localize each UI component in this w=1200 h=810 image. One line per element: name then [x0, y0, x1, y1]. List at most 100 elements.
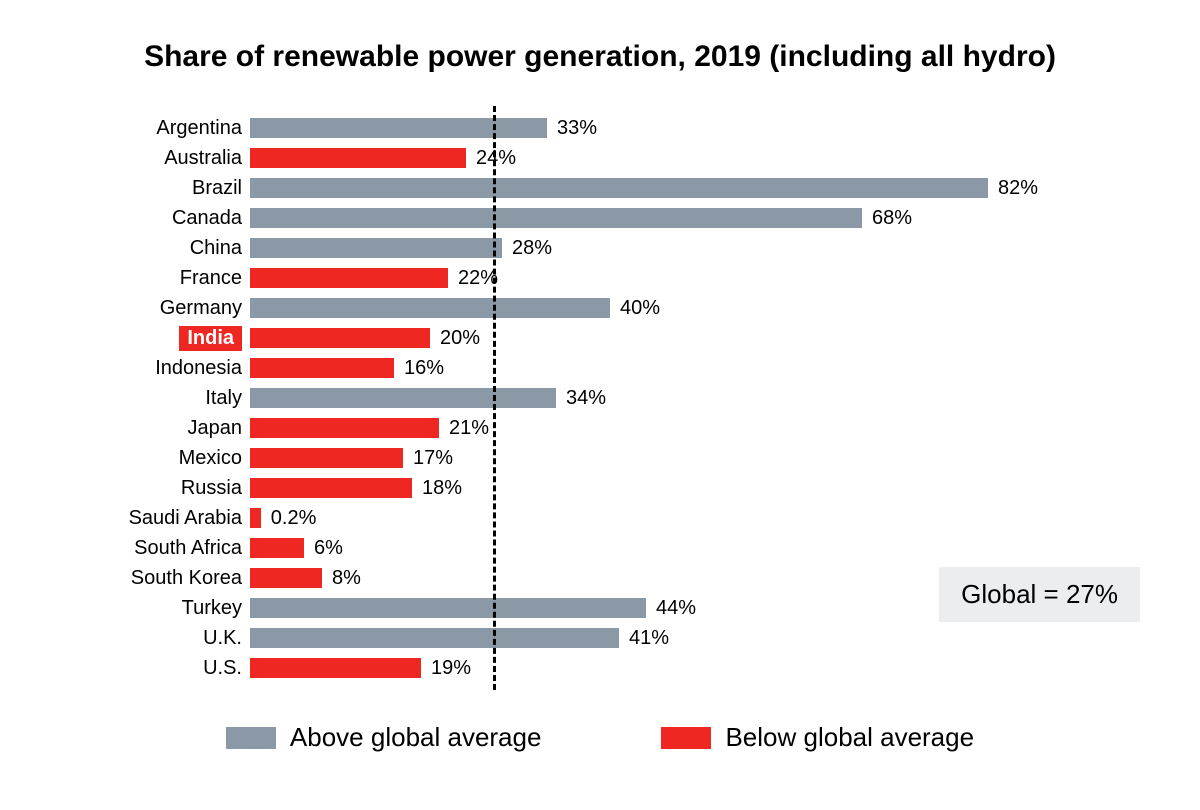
- bar-value: 68%: [872, 207, 912, 230]
- bar: [250, 538, 304, 558]
- bar-cell: 24%: [250, 144, 1150, 172]
- chart-title: Share of renewable power generation, 201…: [40, 40, 1160, 74]
- bar-value: 8%: [332, 567, 361, 590]
- country-label: Indonesia: [50, 357, 250, 380]
- bar-value: 0.2%: [271, 507, 317, 530]
- bar: [250, 268, 448, 288]
- chart-row: Italy 34%: [50, 384, 1150, 412]
- country-label: Russia: [50, 477, 250, 500]
- bar: [250, 508, 261, 528]
- chart-row: Mexico17%: [50, 444, 1150, 472]
- bar-cell: 6%: [250, 534, 1150, 562]
- bar-value: 19%: [431, 657, 471, 680]
- country-label-highlight: India: [179, 326, 242, 351]
- country-label: Germany: [50, 297, 250, 320]
- bar: [250, 418, 439, 438]
- chart-row: Germany 40%: [50, 294, 1150, 322]
- bar: [250, 568, 322, 588]
- country-label: China: [50, 237, 250, 260]
- bar: [250, 388, 556, 408]
- country-label: Saudi Arabia: [50, 507, 250, 530]
- bar: [250, 178, 988, 198]
- bar-cell: 21%: [250, 414, 1150, 442]
- country-label: Canada: [50, 207, 250, 230]
- country-label: Australia: [50, 147, 250, 170]
- chart-row: Argentina 33%: [50, 114, 1150, 142]
- bar-cell: 22%: [250, 264, 1150, 292]
- bar-value: 20%: [440, 327, 480, 350]
- legend: Above global average Below global averag…: [40, 722, 1160, 753]
- bar-value: 21%: [449, 417, 489, 440]
- legend-label-above: Above global average: [290, 722, 542, 753]
- chart-row: U.S. 19%: [50, 654, 1150, 682]
- bar-cell: 68%: [250, 204, 1150, 232]
- bar-cell: 16%: [250, 354, 1150, 382]
- bar-value: 6%: [314, 537, 343, 560]
- chart-row: Canada 68%: [50, 204, 1150, 232]
- bar-cell: 40%: [250, 294, 1150, 322]
- country-label: Argentina: [50, 117, 250, 140]
- country-label: Japan: [50, 417, 250, 440]
- chart-row: France 22%: [50, 264, 1150, 292]
- country-label: South Korea: [50, 567, 250, 590]
- legend-swatch-above: [226, 727, 276, 749]
- bar-value: 22%: [458, 267, 498, 290]
- global-average-box: Global = 27%: [939, 567, 1140, 622]
- country-label: India: [50, 326, 250, 351]
- bar: [250, 148, 466, 168]
- bar-value: 33%: [557, 117, 597, 140]
- bar: [250, 628, 619, 648]
- bar-cell: 28%: [250, 234, 1150, 262]
- bar: [250, 478, 412, 498]
- country-label: U.K.: [50, 627, 250, 650]
- bar-cell: 20%: [250, 324, 1150, 352]
- bar-cell: 19%: [250, 654, 1150, 682]
- bar-cell: 17%: [250, 444, 1150, 472]
- bar-value: 82%: [998, 177, 1038, 200]
- bar-cell: 34%: [250, 384, 1150, 412]
- bar-value: 41%: [629, 627, 669, 650]
- country-label: France: [50, 267, 250, 290]
- bar: [250, 298, 610, 318]
- chart-row: Indonesia 16%: [50, 354, 1150, 382]
- chart-row: U.K. 41%: [50, 624, 1150, 652]
- legend-item-below: Below global average: [661, 722, 974, 753]
- bar: [250, 208, 862, 228]
- chart-row: China 28%: [50, 234, 1150, 262]
- bar-value: 40%: [620, 297, 660, 320]
- bar: [250, 598, 646, 618]
- bar-value: 16%: [404, 357, 444, 380]
- legend-item-above: Above global average: [226, 722, 542, 753]
- chart-row: Russia 18%: [50, 474, 1150, 502]
- chart-row: Australia 24%: [50, 144, 1150, 172]
- bar: [250, 658, 421, 678]
- bar-cell: 41%: [250, 624, 1150, 652]
- bar-cell: 0.2%: [250, 504, 1150, 532]
- country-label: Italy: [50, 387, 250, 410]
- bar-value: 34%: [566, 387, 606, 410]
- bar-cell: 33%: [250, 114, 1150, 142]
- country-label: Turkey: [50, 597, 250, 620]
- legend-swatch-below: [661, 727, 711, 749]
- bar-cell: 82%: [250, 174, 1150, 202]
- bar-value: 18%: [422, 477, 462, 500]
- country-label: U.S.: [50, 657, 250, 680]
- chart-row: South Africa 6%: [50, 534, 1150, 562]
- bar: [250, 328, 430, 348]
- bar: [250, 238, 502, 258]
- bar-value: 44%: [656, 597, 696, 620]
- country-label: South Africa: [50, 537, 250, 560]
- bar-cell: 18%: [250, 474, 1150, 502]
- bar-value: 24%: [476, 147, 516, 170]
- chart-container: Argentina 33% Australia 24% Brazil 82% Canada 6…: [50, 114, 1150, 682]
- bar-value: 28%: [512, 237, 552, 260]
- chart-row: India 20%: [50, 324, 1150, 352]
- country-label: Mexico: [50, 447, 250, 470]
- country-label: Brazil: [50, 177, 250, 200]
- chart-row: Brazil 82%: [50, 174, 1150, 202]
- bar: [250, 448, 403, 468]
- chart-row: Saudi Arabia 0.2%: [50, 504, 1150, 532]
- bar: [250, 118, 547, 138]
- legend-label-below: Below global average: [725, 722, 974, 753]
- chart-row: Japan 21%: [50, 414, 1150, 442]
